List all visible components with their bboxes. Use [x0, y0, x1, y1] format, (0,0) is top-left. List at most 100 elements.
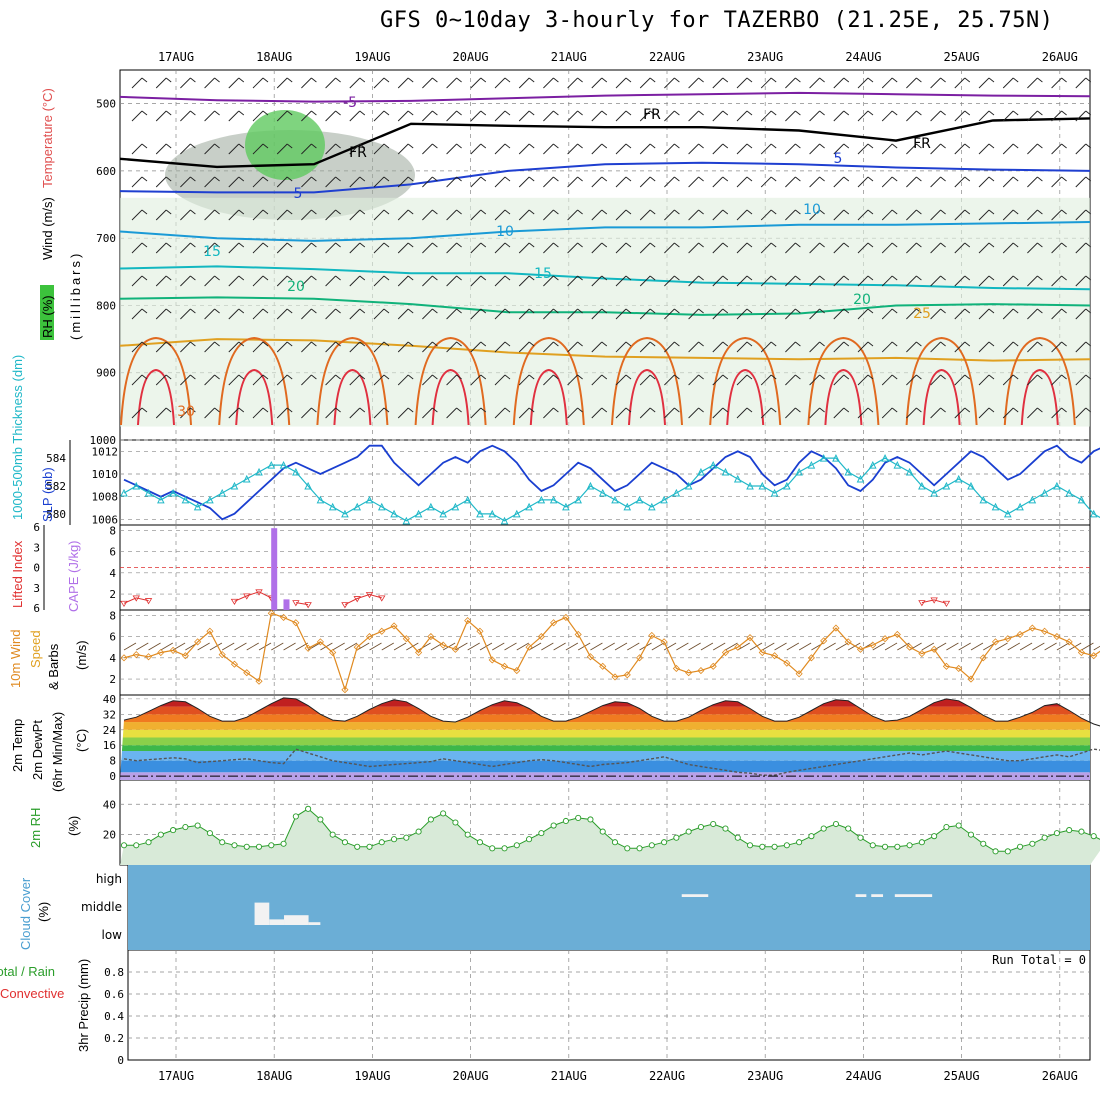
wind-barb	[639, 275, 651, 287]
wind-barb	[252, 374, 264, 386]
wind-barb	[180, 209, 191, 221]
wind-barb-flag	[795, 77, 801, 83]
legend-temperature: Temperature (°C)	[40, 88, 55, 188]
wind-barb-flag	[311, 374, 317, 380]
thickness-point	[562, 502, 570, 511]
wind-barb-flag	[335, 209, 341, 215]
thickness-point	[390, 509, 398, 518]
wind-barb-flag	[625, 77, 632, 83]
wind-barb	[712, 341, 724, 353]
wind-barb	[155, 374, 167, 386]
x-tick-bottom-20aug: 20AUG	[453, 1069, 489, 1083]
wind-barb	[809, 110, 820, 122]
legend-speed: Speed	[28, 630, 43, 668]
wind-barb-flag	[867, 242, 874, 248]
thickness-point	[709, 460, 718, 469]
wind-barb-flag	[891, 242, 898, 248]
legend-rh2m: 2m RH	[28, 808, 43, 848]
cloud-bar-middle	[269, 919, 285, 925]
wind-barb	[373, 374, 385, 386]
wind-barb-flag	[577, 341, 583, 347]
wind-barb-flag	[383, 407, 390, 413]
isotherm-35-lobe	[529, 368, 568, 426]
wind-barb	[760, 374, 772, 386]
li-point	[378, 595, 386, 602]
wind-barb	[833, 176, 845, 188]
wind-barb-flag	[1085, 176, 1092, 182]
wind-barb-flag	[238, 176, 245, 182]
wind-barb	[664, 242, 675, 254]
wind-barb-flag	[674, 407, 680, 413]
wind-barb	[857, 176, 869, 188]
wind-barb-flag	[286, 308, 293, 314]
wind-barb	[809, 407, 820, 419]
temp-ylabel: (°C)	[74, 729, 89, 752]
rh-point	[538, 830, 545, 837]
rh-point	[943, 824, 950, 831]
wind-barb	[204, 407, 215, 419]
wind-barb-flag	[456, 143, 462, 149]
isotherm-35-lobe	[922, 368, 961, 426]
wind-barb	[591, 110, 603, 122]
wind-barb	[301, 341, 312, 353]
wind-barb	[422, 407, 433, 419]
wind-barb	[881, 242, 893, 254]
rh-point	[783, 842, 790, 849]
wind-barb	[470, 374, 482, 386]
wind10-point	[648, 631, 656, 640]
wind-barb	[809, 341, 820, 353]
rh-point	[967, 831, 975, 838]
wind-barb-flag	[674, 242, 680, 248]
wind10-point	[574, 630, 582, 639]
wind10-barb	[1019, 642, 1033, 651]
wind-barb	[543, 275, 554, 287]
rh-point	[857, 834, 864, 841]
thickness-point	[979, 495, 988, 504]
wind-barb	[881, 374, 893, 386]
rh-point	[292, 813, 299, 820]
wind-barb-flag	[165, 275, 172, 281]
wind-barb	[155, 242, 167, 254]
wind-barb-flag	[1012, 308, 1019, 314]
wind-barb	[736, 209, 748, 221]
rh-point	[746, 842, 754, 849]
wind10-point	[243, 669, 251, 677]
wind-barb	[131, 341, 143, 353]
wind-barb	[954, 407, 966, 419]
rh-point	[255, 843, 263, 850]
wind-barb-flag	[335, 275, 341, 281]
rh-point	[1004, 848, 1011, 855]
li-point	[942, 600, 951, 608]
wind-barb-flag	[214, 341, 220, 347]
wind-barb-flag	[262, 407, 269, 413]
wind-barb-flag	[698, 77, 704, 83]
rh-point	[219, 839, 226, 846]
wind-barb-flag	[577, 77, 583, 83]
wind-barb-flag	[383, 275, 390, 281]
wind-barb	[422, 143, 433, 155]
wind-barb-flag	[891, 341, 898, 347]
wind-barb	[494, 308, 506, 320]
wind-barb	[567, 242, 578, 254]
wind-barb-flag	[165, 143, 172, 149]
precip-tick: 0.2	[104, 1032, 124, 1045]
wind-barb-flag	[843, 209, 850, 215]
wind-barb	[131, 110, 143, 122]
wind-barb-flag	[1037, 77, 1043, 83]
precip-tick: 0.6	[104, 988, 124, 1001]
wind-barb-flag	[819, 374, 825, 380]
wind-barb-flag	[843, 308, 850, 314]
isotherm-30-lobe	[709, 336, 782, 426]
wind-barb	[833, 275, 845, 287]
cape-series	[271, 528, 290, 610]
rh-legend: RH (%)	[40, 285, 55, 340]
wind-barb-flag	[843, 275, 850, 281]
wind-barb-flag	[988, 77, 995, 83]
wind-barb	[325, 275, 336, 287]
wind-barb-flag	[625, 242, 632, 248]
wind-barb	[833, 143, 845, 155]
wind10-legend-3: & Barbs	[46, 643, 61, 690]
slp-series	[123, 444, 1100, 521]
wind-barb	[543, 209, 554, 221]
wind-barb	[204, 341, 215, 353]
